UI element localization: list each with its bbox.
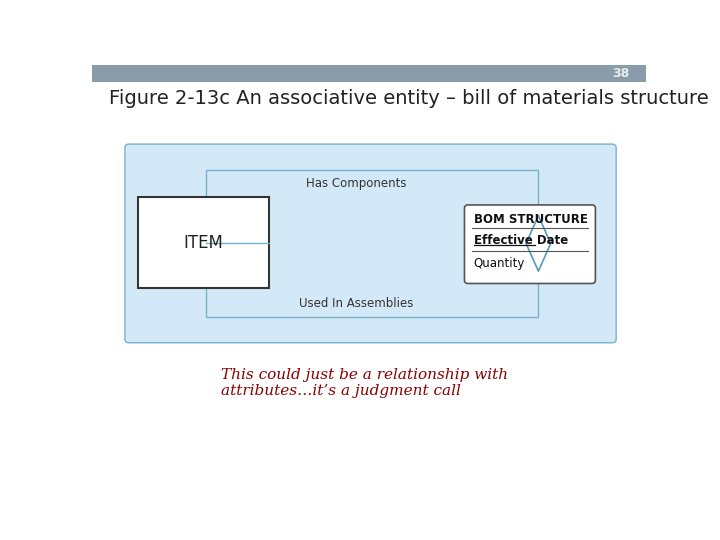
FancyBboxPatch shape [464, 205, 595, 284]
Bar [206, 170, 539, 318]
Text: Used In Assemblies: Used In Assemblies [300, 297, 414, 310]
Text: 38: 38 [612, 67, 629, 80]
Text: ITEM: ITEM [184, 234, 223, 252]
Text: Has Components: Has Components [307, 177, 407, 190]
Bar [138, 197, 269, 288]
Bar [92, 65, 647, 82]
Text: This could just be a relationship with: This could just be a relationship with [221, 368, 508, 382]
Text: BOM STRUCTURE: BOM STRUCTURE [474, 213, 588, 226]
FancyBboxPatch shape [125, 144, 616, 343]
Text: Quantity: Quantity [474, 257, 525, 270]
Text: Figure 2-13c An associative entity – bill of materials structure: Figure 2-13c An associative entity – bil… [109, 89, 708, 108]
Text: attributes…it’s a judgment call: attributes…it’s a judgment call [221, 383, 461, 397]
Text: Effective Date: Effective Date [474, 234, 568, 247]
